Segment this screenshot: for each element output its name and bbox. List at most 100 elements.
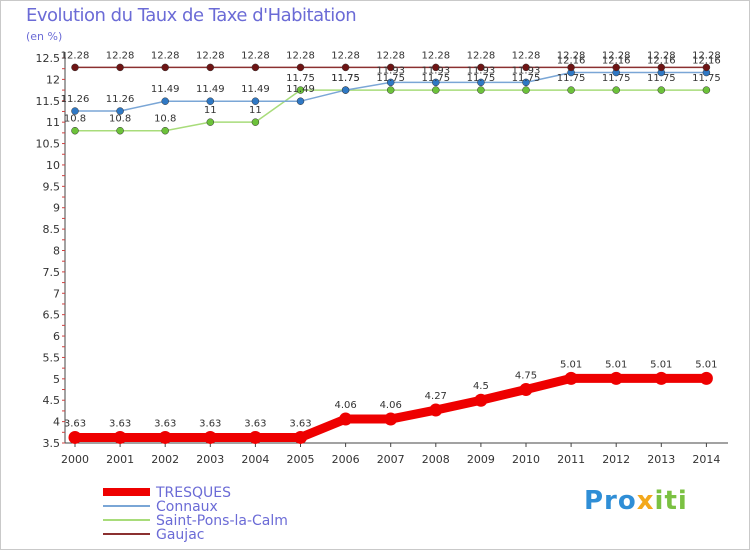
- data-point: [251, 118, 260, 126]
- data-point: [654, 371, 668, 385]
- data-point: [251, 63, 260, 72]
- logo-part-1: Pro: [584, 486, 637, 516]
- data-point: [432, 86, 440, 94]
- x-tick-label: 2002: [151, 453, 179, 466]
- x-tick-label: 2011: [557, 453, 585, 466]
- data-point: [206, 118, 215, 126]
- data-point: [432, 63, 440, 72]
- data-point: [294, 430, 307, 444]
- data-label: 11.75: [331, 73, 360, 84]
- data-label: 11.75: [512, 73, 541, 84]
- data-label: 12.28: [61, 50, 90, 61]
- data-label: 12.28: [286, 50, 315, 61]
- data-point: [699, 371, 713, 385]
- data-label: 10.8: [154, 114, 176, 125]
- data-label: 11.75: [467, 73, 496, 84]
- data-label: 11.75: [557, 73, 586, 84]
- data-point: [702, 63, 711, 72]
- data-point: [116, 63, 124, 72]
- chart-title: Evolution du Taux de Taxe d'Habitation: [26, 5, 357, 26]
- y-tick-label: 6.5: [43, 309, 61, 322]
- data-label: 11.49: [151, 84, 180, 95]
- data-point: [339, 412, 353, 426]
- data-point: [384, 412, 398, 426]
- data-point: [612, 86, 620, 94]
- data-point: [71, 63, 79, 72]
- data-label: 3.63: [199, 418, 221, 429]
- data-point: [68, 430, 82, 444]
- y-tick-label: 5.5: [43, 351, 61, 364]
- data-label: 12.16: [647, 56, 676, 67]
- data-label: 5.01: [695, 359, 717, 370]
- data-label: 11.49: [241, 84, 270, 95]
- data-label: 11.75: [421, 73, 450, 84]
- data-label: 3.63: [109, 418, 131, 429]
- x-tick-label: 2013: [647, 453, 675, 466]
- data-label: 12.28: [512, 50, 541, 61]
- legend-label: Gaujac: [156, 527, 204, 543]
- y-tick-label: 7: [53, 287, 60, 300]
- data-point: [203, 430, 217, 444]
- data-label: 3.63: [244, 418, 266, 429]
- data-point: [522, 86, 530, 94]
- data-point: [477, 86, 485, 94]
- x-tick-label: 2009: [467, 453, 495, 466]
- x-tick-label: 2008: [422, 453, 450, 466]
- data-point: [522, 63, 530, 72]
- y-tick-label: 11.5: [36, 95, 61, 108]
- y-tick-label: 11: [46, 116, 60, 129]
- data-point: [702, 86, 711, 94]
- data-label: 12.28: [557, 50, 586, 61]
- y-tick-label: 10: [46, 159, 60, 172]
- data-point: [386, 86, 395, 94]
- x-tick-label: 2001: [106, 453, 134, 466]
- data-point: [386, 63, 395, 72]
- data-label: 11.93: [512, 65, 541, 76]
- data-point: [609, 371, 623, 385]
- data-point: [161, 97, 169, 105]
- data-point: [206, 97, 215, 105]
- x-tick-label: 2006: [332, 453, 360, 466]
- data-label: 12.28: [467, 50, 496, 61]
- logo-part-2: x: [636, 486, 655, 516]
- data-label: 4.06: [380, 400, 402, 411]
- y-tick-label: 9: [53, 202, 60, 215]
- y-tick-label: 8: [53, 245, 60, 258]
- data-point: [296, 86, 305, 94]
- data-point: [564, 371, 578, 385]
- data-point: [477, 63, 485, 72]
- data-point: [657, 63, 666, 72]
- data-label: 12.28: [692, 50, 721, 61]
- data-point: [206, 63, 215, 72]
- data-point: [158, 430, 172, 444]
- data-label: 12.16: [692, 56, 721, 67]
- data-point: [386, 78, 395, 87]
- data-point: [522, 78, 530, 87]
- data-label: 11.75: [647, 73, 676, 84]
- y-tick-label: 12.5: [36, 52, 61, 65]
- data-point: [161, 63, 169, 72]
- data-label: 11.93: [376, 65, 405, 76]
- data-point: [432, 78, 440, 87]
- data-label: 11.26: [106, 94, 135, 105]
- data-label: 5.01: [605, 359, 627, 370]
- y-tick-label: 4.5: [43, 394, 61, 407]
- data-label: 11.93: [421, 65, 450, 76]
- data-label: 4.06: [334, 400, 356, 411]
- data-label: 10.8: [64, 114, 86, 125]
- data-label: 11.93: [467, 65, 496, 76]
- legend-label: Saint-Pons-la-Calm: [156, 513, 288, 529]
- data-label: 11: [204, 105, 217, 116]
- legend-label: TRESQUES: [155, 485, 231, 501]
- data-point: [116, 126, 124, 135]
- data-point: [296, 97, 305, 105]
- data-label: 12.28: [421, 50, 450, 61]
- y-tick-label: 12: [46, 73, 60, 86]
- data-point: [567, 86, 575, 94]
- data-label: 11.75: [286, 73, 315, 84]
- data-label: 12.28: [241, 50, 270, 61]
- y-tick-label: 5: [53, 373, 60, 386]
- data-label: 12.16: [602, 56, 631, 67]
- data-label: 12.28: [151, 50, 180, 61]
- chart-subtitle: (en %): [26, 30, 63, 43]
